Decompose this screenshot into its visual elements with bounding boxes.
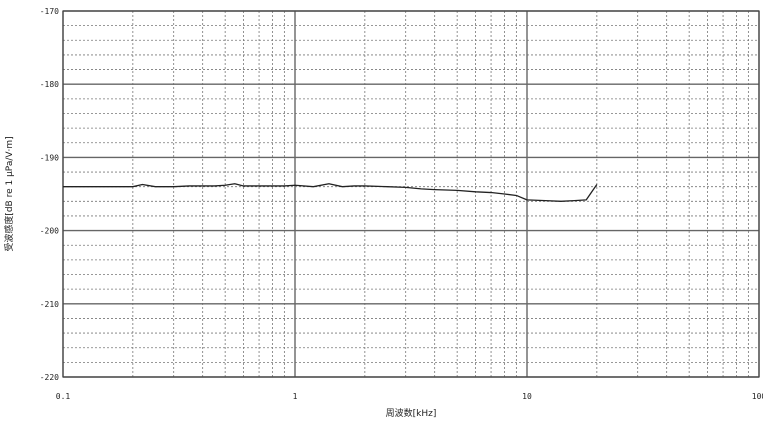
minor-grid	[63, 11, 759, 377]
major-grid	[62, 10, 760, 378]
y-tick-label: -220	[40, 373, 59, 382]
tick-labels: -170 -180 -190 -200 -210 -220 0.1 1 10 100	[40, 7, 763, 401]
x-tick-label: 100	[752, 392, 763, 401]
y-tick-label: -180	[40, 80, 59, 89]
y-tick-label: -170	[40, 7, 59, 16]
series-line-1	[63, 183, 598, 202]
y-tick-label: -210	[40, 300, 59, 309]
y-tick-label: -190	[40, 153, 59, 162]
x-axis-title: 周波数[kHz]	[386, 407, 437, 419]
series-layer	[63, 183, 598, 202]
x-tick-label: 1	[293, 392, 298, 401]
plot-frame	[62, 10, 760, 378]
x-tick-label: 10	[522, 392, 532, 401]
y-axis-title: 受波感度[dB re 1 µPa/V·m]	[3, 136, 15, 251]
y-tick-label: -200	[40, 227, 59, 236]
x-tick-label: 0.1	[56, 392, 71, 401]
